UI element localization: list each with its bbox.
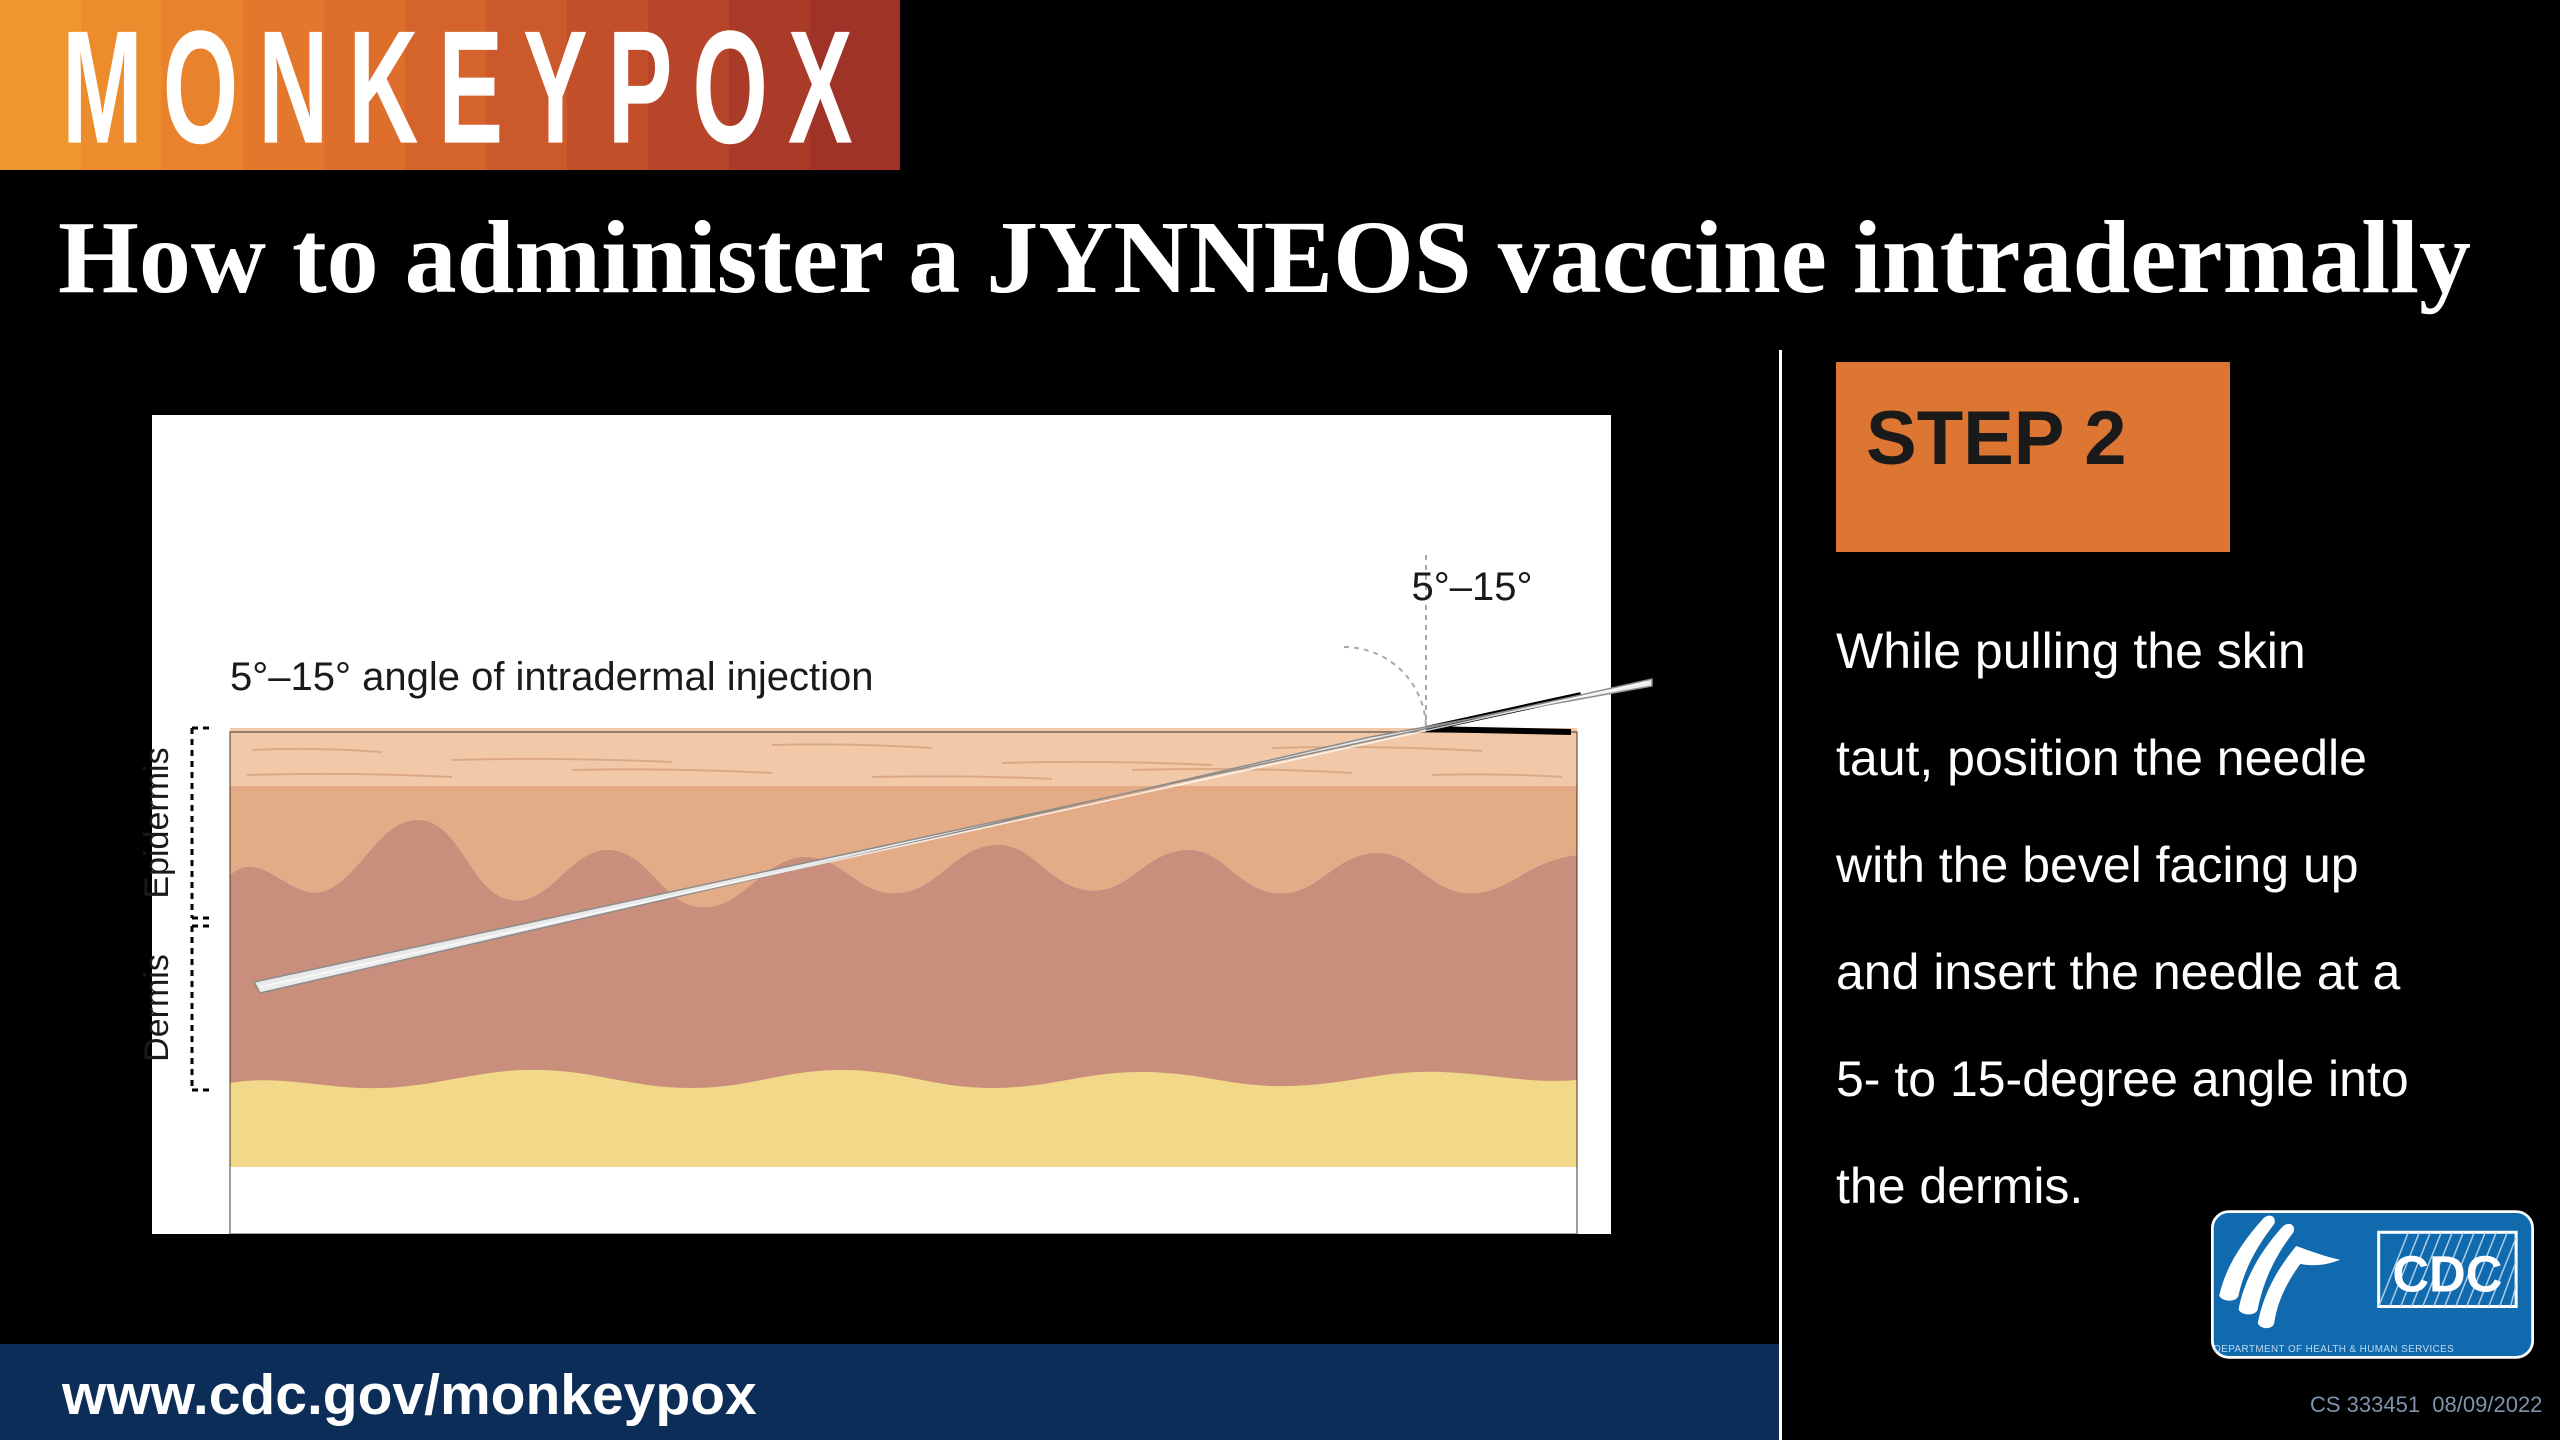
svg-text:5°–15°: 5°–15°	[1412, 565, 1533, 609]
svg-text:CDC: CDC	[2392, 1245, 2502, 1302]
svg-text:DEPARTMENT OF HEALTH & HUMAN S: DEPARTMENT OF HEALTH & HUMAN SERVICES	[2214, 1344, 2454, 1355]
svg-text:Dermis: Dermis	[138, 954, 176, 1062]
svg-text:Epidermis: Epidermis	[138, 747, 176, 898]
svg-text:5°–15° angle of intradermal in: 5°–15° angle of intradermal injection	[230, 655, 874, 699]
